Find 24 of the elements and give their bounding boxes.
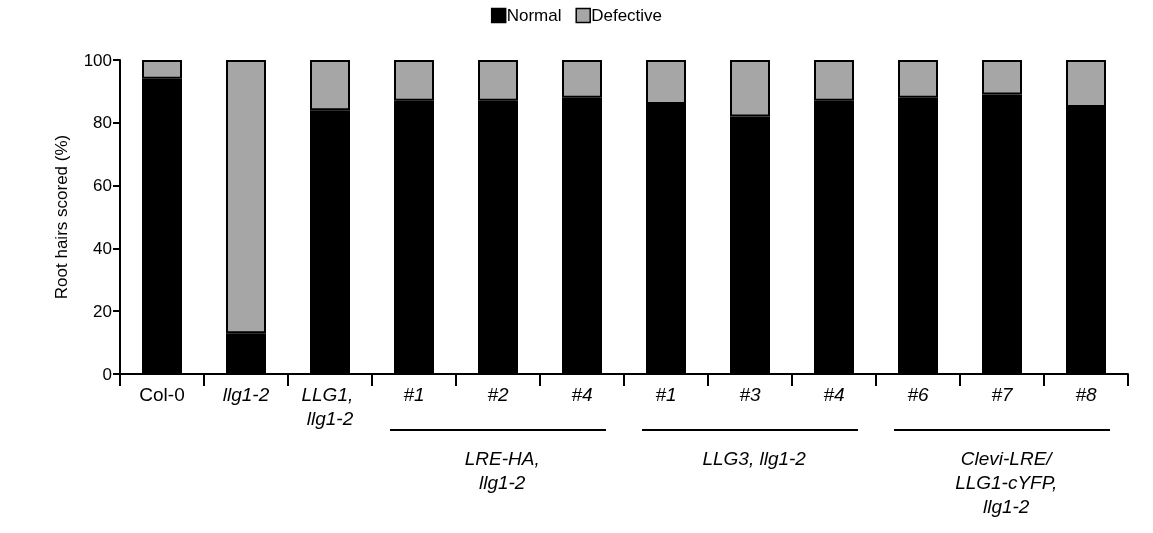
y-tick-label: 80: [93, 113, 112, 133]
x-tick-label: #8: [1075, 383, 1097, 405]
x-tick-label: #2: [487, 383, 509, 405]
text: Clevi-LRE/ LLG1-cYFP, llg1-2: [954, 447, 1059, 519]
x-tick-label: #3: [739, 383, 761, 405]
x-tick-label: Col-0: [139, 383, 185, 405]
x-tick-label: llg1-2: [222, 383, 270, 405]
text: LLG3, llg1-2: [702, 447, 807, 471]
x-tick-label: #1: [655, 383, 677, 405]
y-tick-label: 0: [102, 364, 112, 384]
legend-label: Normal: [506, 6, 562, 25]
y-tick-label: 100: [83, 50, 112, 70]
y-tick-label: 20: [93, 301, 112, 321]
y-tick-label: 40: [93, 238, 112, 258]
text: LRE-HA, llg1-2: [463, 447, 541, 495]
legend-label: Defective: [591, 6, 663, 25]
x-tick-label: LLG1, llg1-2: [301, 383, 359, 429]
x-tick-label: #6: [907, 383, 929, 405]
x-tick-label: #7: [991, 383, 1014, 405]
x-tick-label: #1: [403, 383, 425, 405]
y-tick-label: 60: [93, 176, 112, 196]
x-tick-label: #4: [571, 383, 593, 405]
x-tick-label: #4: [823, 383, 845, 405]
y-axis-title: Root hairs scored (%): [52, 134, 71, 300]
